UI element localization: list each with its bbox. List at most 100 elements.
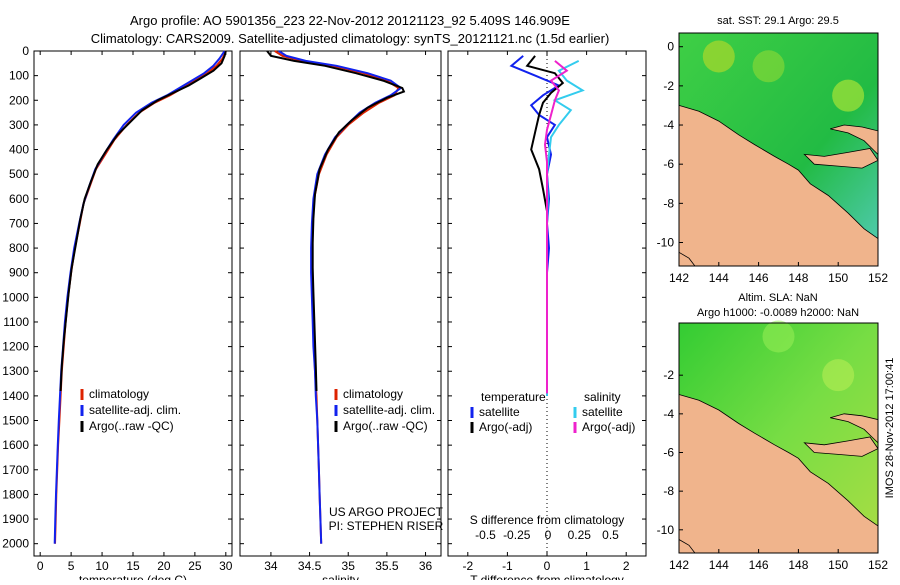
sst-map-patch (832, 79, 865, 112)
sst-map-ytick-label: -2 (663, 79, 674, 93)
difference-series-sal_argo (543, 60, 569, 394)
depth-tick-label: 900 (9, 266, 29, 280)
temperature-legend-item: satellite-adj. clim. (89, 403, 181, 417)
diff-xlabel2: S difference from climatology (470, 513, 625, 527)
temperature-series-climatology (54, 50, 227, 544)
temperature-series-argo (59, 50, 227, 392)
sst-map-xtick-label: 150 (828, 271, 848, 285)
sst-map-xtick-label: 144 (709, 271, 729, 285)
depth-tick-label: 800 (9, 241, 29, 255)
sla-map-xtick-label: 142 (669, 558, 689, 572)
temperature-xtick-label: 5 (68, 559, 75, 573)
depth-tick-label: 2000 (2, 537, 29, 551)
salinity-series-climatology (274, 50, 400, 544)
depth-tick-label: 300 (9, 118, 29, 132)
diff-legend-header-t: temperature (481, 390, 546, 404)
diff-legend-header-s: salinity (584, 390, 621, 404)
depth-tick-label: 1100 (3, 315, 29, 329)
sla-map-ytick-label: -10 (657, 523, 675, 537)
sst-map-ytick-label: -6 (663, 157, 674, 171)
temperature-legend-item: climatology (89, 387, 149, 401)
sla-map-xtick-label: 148 (788, 558, 808, 572)
depth-tick-label: 1800 (2, 487, 29, 501)
difference-xtick-label: 2 (623, 559, 630, 573)
sla-map-title: Altim. SLA: NaN (738, 292, 818, 304)
salinity-xtick-label: 35.5 (375, 559, 399, 573)
temperature-xlabel: temperature (deg C) (79, 573, 187, 580)
sst-map-patch (702, 40, 735, 73)
project-name: US ARGO PROJECT (329, 505, 444, 519)
depth-tick-label: 1500 (2, 414, 29, 428)
temperature-xtick-label: 10 (95, 559, 109, 573)
sst-map-ytick-label: 0 (667, 40, 674, 54)
sst-map-ytick-label: -10 (657, 236, 675, 250)
difference-xtick-label: -2 (462, 559, 473, 573)
salinity-legend-item: satellite-adj. clim. (343, 403, 435, 417)
depth-tick-label: 1000 (2, 290, 29, 304)
sla-map-ytick-label: -2 (663, 368, 674, 382)
project-pi: PI: STEPHEN RISER (329, 519, 444, 533)
depth-tick-label: 1600 (2, 438, 29, 452)
watermark: IMOS 28-Nov-2012 17:00:41 (884, 358, 896, 499)
depth-tick-label: 1300 (2, 364, 29, 378)
depth-tick-label: 1700 (2, 463, 29, 477)
sla-map-frame (678, 322, 879, 554)
depth-tick-label: 1200 (2, 340, 29, 354)
diff-xtick2-label: -0.25 (503, 528, 531, 542)
difference-xlabel: T difference from climatology (470, 573, 624, 580)
title-line1: Argo profile: AO 5901356_223 22-Nov-2012… (130, 13, 570, 28)
sst-map-xtick-label: 148 (788, 271, 808, 285)
temperature-frame (33, 50, 233, 557)
salinity-xtick-label: 35 (342, 559, 356, 573)
depth-tick-label: 400 (9, 143, 29, 157)
sla-map-subtitle: Argo h1000: -0.0089 h2000: NaN (697, 307, 859, 319)
sst-map-title: sat. SST: 29.1 Argo: 29.5 (717, 15, 839, 27)
temperature-series-satellite (53, 50, 226, 544)
sst-map-patch (752, 50, 785, 83)
salinity-legend-item: climatology (343, 387, 403, 401)
temperature-legend-item: Argo(..raw -QC) (89, 419, 174, 433)
sla-map-ytick-label: -4 (663, 407, 674, 421)
temperature-xtick-label: 20 (157, 559, 171, 573)
difference-series-satellite (509, 55, 562, 396)
depth-tick-label: 1400 (2, 389, 29, 403)
temperature-xtick-label: 30 (219, 559, 233, 573)
sla-map-xtick-label: 146 (749, 558, 769, 572)
diff-legend-item: satellite (582, 405, 623, 419)
salinity-frame (239, 50, 442, 557)
depth-tick-label: 500 (9, 167, 29, 181)
depth-tick-label: 600 (9, 192, 29, 206)
salinity-legend-item: Argo(..raw -QC) (343, 419, 428, 433)
salinity-xtick-label: 34 (264, 559, 278, 573)
sst-map-ytick-label: -8 (663, 196, 674, 210)
difference-xtick-label: -1 (502, 559, 513, 573)
sla-map-patch (762, 320, 795, 353)
depth-tick-label: 700 (9, 216, 29, 230)
temperature-xtick-label: 25 (188, 559, 202, 573)
title-line2: Climatology: CARS2009. Satellite-adjuste… (91, 31, 610, 46)
sst-map-frame (678, 32, 879, 267)
diff-legend-item: satellite (479, 405, 520, 419)
diff-xtick2-label: 0 (545, 528, 552, 542)
depth-tick-label: 100 (9, 69, 29, 83)
salinity-xtick-label: 34.5 (298, 559, 322, 573)
sla-map-ytick-label: -8 (663, 484, 674, 498)
sla-map-ytick-label: -6 (663, 445, 674, 459)
difference-xtick-label: 1 (583, 559, 590, 573)
diff-legend-item: Argo(-adj) (479, 420, 532, 434)
temperature-xtick-label: 0 (37, 559, 44, 573)
sst-map-xtick-label: 152 (868, 271, 888, 285)
diff-xtick2-label: 0.25 (568, 528, 592, 542)
depth-tick-label: 1900 (2, 512, 29, 526)
salinity-xtick-label: 36 (419, 559, 433, 573)
diff-xtick2-label: -0.5 (475, 528, 496, 542)
salinity-series-argo (266, 50, 406, 392)
salinity-series-satellite (278, 50, 403, 544)
sla-map-xtick-label: 152 (868, 558, 888, 572)
sst-map-ytick-label: -4 (663, 118, 674, 132)
temperature-xtick-label: 15 (126, 559, 140, 573)
salinity-xlabel: salinity (322, 573, 359, 580)
depth-tick-label: 0 (22, 44, 29, 58)
diff-xtick2-label: 0.5 (602, 528, 619, 542)
